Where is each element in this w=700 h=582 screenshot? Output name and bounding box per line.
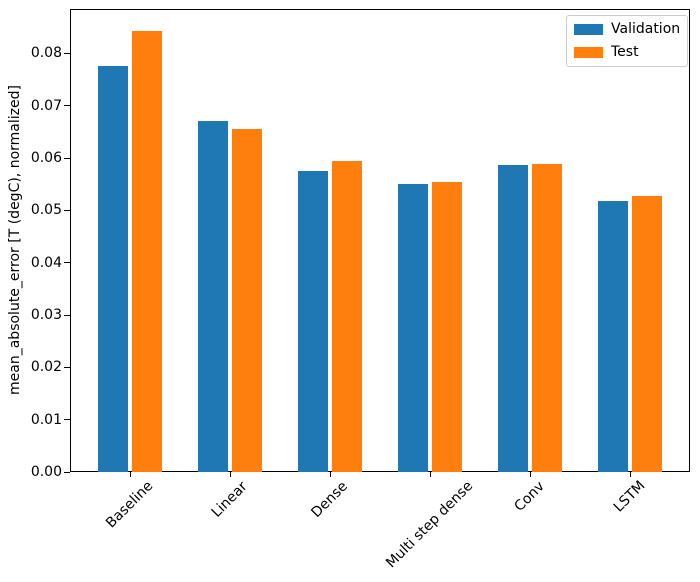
y-tick-mark: [64, 52, 70, 54]
y-tick-label: 0.08: [30, 45, 62, 62]
x-tick-mark: [429, 472, 431, 477]
y-tick-label: 0.03: [30, 307, 62, 324]
bar-validation-conv: [498, 165, 528, 472]
y-tick-mark: [64, 471, 70, 473]
x-tick-label: Baseline: [103, 477, 157, 532]
y-tick-label: 0.04: [30, 254, 62, 271]
x-tick-mark: [329, 472, 331, 477]
x-tick-mark: [529, 472, 531, 477]
axes-frame: [70, 9, 690, 472]
y-tick-label: 0.02: [30, 359, 62, 376]
x-tick-label: Multi step dense: [383, 478, 477, 572]
x-tick-label: Linear: [208, 478, 251, 521]
bar-test-conv: [532, 163, 562, 472]
bar-test-multi-step-dense: [432, 182, 462, 472]
y-tick-mark: [64, 366, 70, 368]
legend-item-validation: Validation: [574, 21, 680, 38]
y-tick-mark: [64, 105, 70, 107]
bar-validation-linear: [198, 120, 228, 472]
y-tick-mark: [64, 419, 70, 421]
legend-label: Test: [611, 44, 639, 60]
y-tick-label: 0.07: [30, 97, 62, 114]
y-tick-label: 0.01: [30, 411, 62, 428]
y-axis-label: mean_absolute_error [T (degC), normalize…: [7, 85, 23, 395]
y-tick-mark: [64, 209, 70, 211]
legend-item-test: Test: [574, 44, 680, 61]
x-tick-label: LSTM: [610, 477, 649, 516]
x-tick-mark: [129, 472, 131, 477]
bar-test-linear: [232, 128, 262, 472]
bar-validation-baseline: [98, 65, 128, 472]
x-tick-mark: [629, 472, 631, 477]
y-tick-label: 0.00: [30, 464, 62, 480]
bar-validation-multi-step-dense: [398, 184, 428, 472]
legend: Validation Test: [566, 15, 689, 67]
y-tick-label: 0.06: [30, 150, 62, 167]
y-tick-label: 0.05: [30, 202, 62, 219]
plot-area: [70, 9, 690, 472]
legend-color-swatch: [574, 47, 603, 58]
y-tick-mark: [64, 314, 70, 316]
bar-test-lstm: [632, 195, 662, 472]
bar-validation-dense: [298, 171, 328, 472]
y-tick-mark: [64, 262, 70, 264]
y-tick-mark: [64, 157, 70, 159]
legend-label: Validation: [611, 21, 681, 37]
bar-validation-lstm: [598, 201, 628, 472]
bar-test-dense: [332, 160, 362, 472]
legend-color-swatch: [574, 24, 603, 35]
x-tick-label: Dense: [308, 477, 351, 521]
x-tick-mark: [229, 472, 231, 477]
bar-test-baseline: [132, 30, 162, 472]
x-tick-label: Conv: [511, 478, 548, 515]
